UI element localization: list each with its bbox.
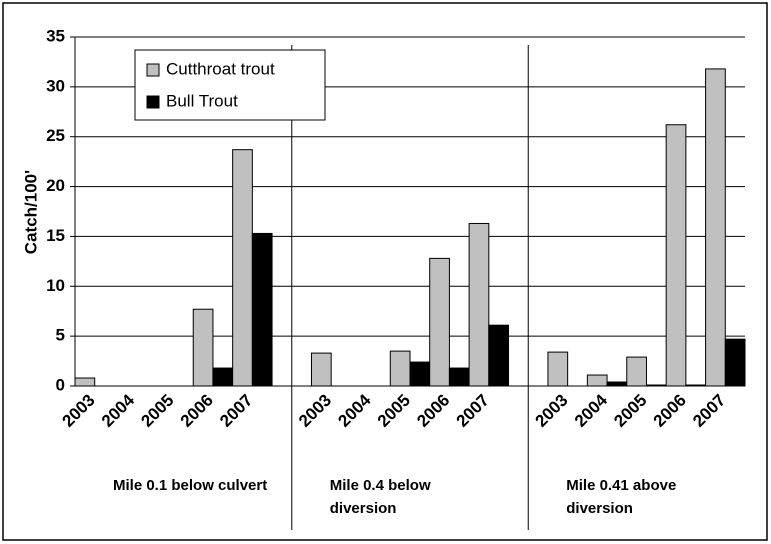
group-label: Mile 0.41 above diversion — [566, 477, 677, 517]
y-tick-label: 25 — [46, 126, 65, 145]
bar — [685, 384, 707, 387]
y-axis-label: Catch/100' — [21, 170, 40, 254]
x-tick-label: 2007 — [689, 391, 729, 431]
bar — [626, 356, 647, 387]
bar — [645, 384, 667, 387]
x-tick-label: 2004 — [334, 390, 375, 431]
bar — [665, 124, 687, 387]
x-tick-label: 2007 — [453, 391, 493, 431]
bar — [547, 351, 569, 387]
bar — [310, 352, 332, 387]
y-tick-label: 35 — [46, 26, 65, 45]
y-tick-label: 30 — [46, 76, 65, 95]
legend-swatch — [146, 63, 160, 77]
y-tick-label: 0 — [56, 375, 65, 394]
x-tick-label: 2007 — [216, 391, 256, 431]
x-tick-label: 2003 — [295, 391, 335, 431]
legend-label: Cutthroat trout — [166, 59, 275, 78]
bar — [488, 324, 510, 387]
bar — [232, 149, 253, 387]
bar — [705, 68, 726, 387]
x-tick-label: 2006 — [650, 391, 690, 431]
x-tick-label: 2005 — [610, 391, 650, 431]
x-tick-label: 2004 — [571, 390, 612, 431]
x-tick-label: 2003 — [59, 391, 99, 431]
group-label: Mile 0.1 below culvert — [113, 477, 268, 494]
x-tick-label: 2005 — [137, 391, 177, 431]
legend-box — [134, 49, 326, 121]
x-tick-label: 2004 — [98, 390, 139, 431]
y-tick-label: 15 — [46, 226, 65, 245]
bar — [448, 367, 470, 387]
bar — [212, 367, 234, 387]
x-tick-label: 2003 — [531, 391, 571, 431]
legend-label: Bull Trout — [166, 91, 238, 110]
y-tick-label: 20 — [46, 176, 65, 195]
y-tick-label: 5 — [56, 326, 65, 345]
bar — [724, 338, 746, 387]
x-tick-label: 2006 — [413, 391, 453, 431]
bar — [429, 257, 450, 387]
bar — [468, 222, 490, 387]
bar — [251, 232, 273, 387]
bar — [192, 308, 214, 387]
legend-swatch — [146, 95, 160, 109]
bar — [74, 377, 96, 387]
x-tick-label: 2006 — [177, 391, 217, 431]
y-tick-label: 10 — [46, 276, 65, 295]
bar — [389, 350, 411, 387]
x-tick-label: 2005 — [374, 391, 414, 431]
legend: Cutthroat trout Bull Trout — [134, 49, 326, 121]
group-label: Mile 0.4 below diversion — [329, 477, 431, 517]
bar — [409, 361, 431, 387]
bar — [586, 374, 608, 387]
bar — [606, 381, 628, 387]
